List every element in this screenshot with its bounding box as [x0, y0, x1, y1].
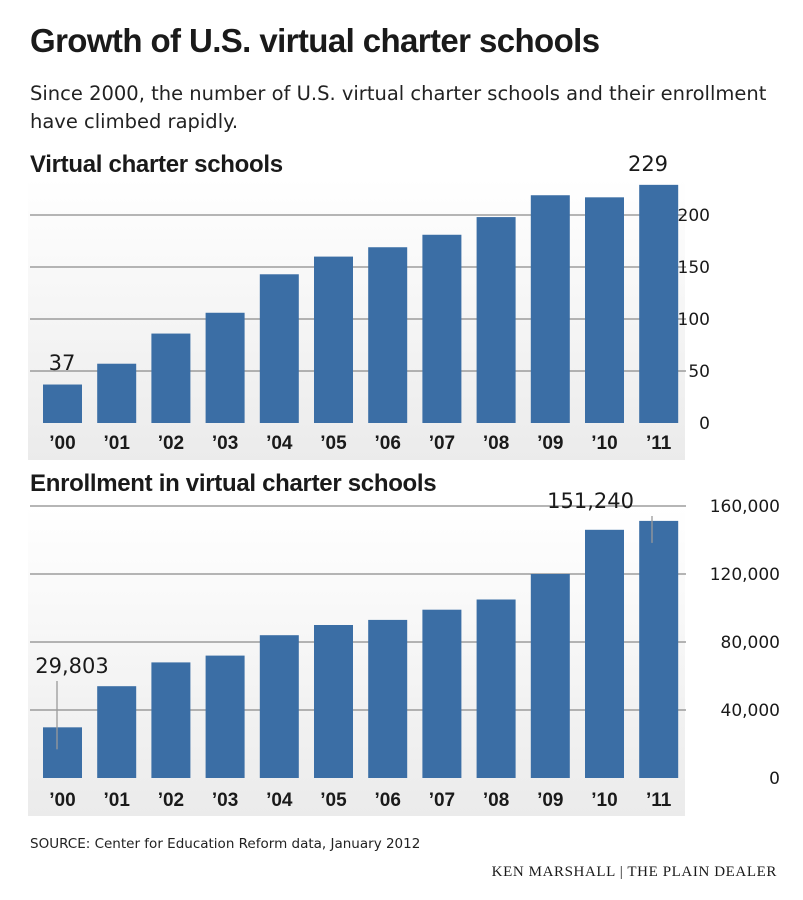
- e-category-label: ’01: [103, 790, 130, 811]
- s-category-label: ’02: [158, 433, 184, 454]
- s-category-label: ’07: [429, 433, 455, 454]
- s-bar: [259, 274, 299, 423]
- e-category-label: ’11: [646, 790, 672, 811]
- e-bar: [43, 727, 82, 778]
- s-annotation-label: 229: [628, 152, 668, 176]
- e-bar: [368, 619, 408, 778]
- e-ytick-label: 160,000: [710, 497, 780, 517]
- e-category-label: ’05: [320, 790, 347, 811]
- s-bar: [530, 195, 570, 423]
- s-category-label: ’00: [49, 433, 75, 454]
- s-category-label: ’04: [266, 433, 293, 454]
- schools-chart-title: Virtual charter schools: [30, 151, 283, 178]
- s-ytick-label: 0: [699, 414, 710, 434]
- e-category-label: ’03: [212, 790, 238, 811]
- s-bar: [205, 312, 245, 423]
- s-ytick-label: 150: [678, 258, 710, 278]
- s-bar: [476, 217, 516, 423]
- s-ytick-label: 200: [678, 206, 710, 226]
- e-bar: [476, 599, 516, 778]
- s-category-label: ’10: [591, 433, 617, 454]
- s-bar: [368, 247, 408, 423]
- s-category-label: ’03: [212, 433, 238, 454]
- s-bar: [585, 197, 624, 423]
- s-annotation-label: 37: [49, 351, 76, 375]
- e-ytick-label: 0: [769, 769, 780, 789]
- e-bar: [585, 529, 624, 778]
- s-bar: [97, 363, 137, 423]
- e-bar: [639, 520, 679, 778]
- s-bar: [314, 256, 353, 423]
- s-bar: [43, 384, 82, 423]
- s-ytick-label: 50: [688, 362, 710, 382]
- e-bar: [314, 625, 353, 778]
- e-annotation-label: 151,240: [547, 489, 634, 513]
- s-category-label: ’06: [374, 433, 400, 454]
- e-bar: [205, 655, 245, 778]
- s-ytick-label: 100: [678, 310, 710, 330]
- e-ytick-label: 40,000: [721, 701, 780, 721]
- e-ytick-label: 120,000: [710, 565, 780, 585]
- s-category-label: ’05: [320, 433, 347, 454]
- e-category-label: ’09: [537, 790, 563, 811]
- enrollment-bar-chart: 0 40,000 80,000 120,000 160,000 ’00 ’01 ’02 ’03 ’…: [28, 489, 780, 816]
- e-annotation-label: 29,803: [35, 654, 108, 678]
- page-subtitle: Since 2000, the number of U.S. virtual c…: [30, 82, 767, 133]
- e-category-label: ’06: [374, 790, 400, 811]
- e-bar: [151, 662, 191, 778]
- s-category-label: ’01: [103, 433, 130, 454]
- e-category-label: ’08: [483, 790, 509, 811]
- s-bar: [151, 333, 191, 423]
- page-title: Growth of U.S. virtual charter schools: [30, 22, 600, 59]
- e-bar: [530, 574, 570, 778]
- e-bar: [422, 609, 462, 778]
- s-bar: [639, 184, 679, 423]
- e-bar: [259, 635, 299, 778]
- schools-bar-chart: 0 50 100 150 200 ’00 ’01 ’02 ’03 ’04 ’05 ’06 ’07 ’08 ’…: [28, 152, 710, 460]
- e-category-label: ’04: [266, 790, 293, 811]
- e-panel: [28, 506, 685, 816]
- e-category-label: ’02: [158, 790, 184, 811]
- e-ytick-label: 80,000: [721, 633, 780, 653]
- e-category-label: ’07: [429, 790, 455, 811]
- e-category-label: ’00: [49, 790, 75, 811]
- e-bar: [97, 686, 137, 778]
- s-category-label: ’11: [646, 433, 672, 454]
- s-bar: [422, 234, 462, 423]
- credit-line: KEN MARSHALL | THE PLAIN DEALER: [491, 864, 777, 880]
- e-category-label: ’10: [591, 790, 617, 811]
- source-note: SOURCE: Center for Education Reform data…: [30, 836, 421, 852]
- s-category-label: ’08: [483, 433, 509, 454]
- s-category-label: ’09: [537, 433, 563, 454]
- enrollment-chart-title: Enrollment in virtual charter schools: [30, 470, 437, 497]
